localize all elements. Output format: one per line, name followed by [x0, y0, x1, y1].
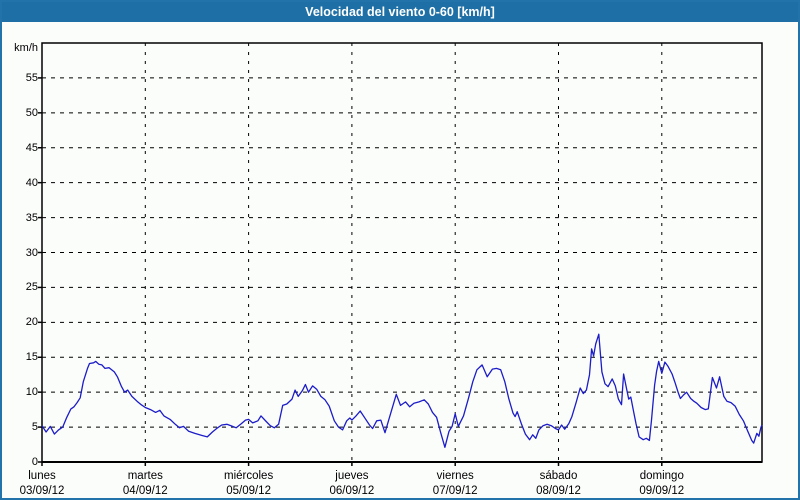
y-tick-label: 50 — [25, 106, 38, 119]
day-name: jueves — [335, 470, 369, 482]
day-date: 08/09/12 — [536, 485, 581, 497]
x-day-label: jueves 06/09/12 — [297, 469, 407, 498]
y-axis-unit-label: km/h — [14, 42, 38, 54]
title-bar: Velocidad del viento 0-60 [km/h] — [2, 2, 798, 22]
y-tick-label: 40 — [25, 176, 38, 189]
y-tick-label: 35 — [25, 211, 38, 224]
wind-speed-line — [41, 333, 763, 448]
y-tick-label: 0 — [31, 456, 38, 468]
x-day-label: martes 04/09/12 — [90, 469, 200, 498]
y-tick-label: 30 — [25, 246, 38, 259]
day-date: 05/09/12 — [226, 485, 271, 497]
y-tick-label: 25 — [25, 281, 38, 294]
y-tick-label: 55 — [25, 71, 38, 84]
day-date: 04/09/12 — [122, 485, 168, 497]
y-tick-label: 10 — [25, 386, 38, 399]
day-date: 09/09/12 — [639, 485, 685, 497]
day-name: viernes — [436, 470, 474, 482]
day-name: sábado — [539, 470, 578, 482]
x-day-label: domingo 09/09/12 — [607, 469, 717, 498]
day-date: 07/09/12 — [432, 485, 478, 497]
y-tick-label: 45 — [25, 141, 38, 154]
day-name: domingo — [639, 470, 684, 482]
day-name: lunes — [28, 470, 56, 482]
y-tick-label: 15 — [25, 351, 38, 364]
day-name: martes — [127, 470, 163, 482]
day-date: 06/09/12 — [329, 485, 375, 497]
x-day-label: viernes 07/09/12 — [400, 469, 510, 498]
day-date: 03/09/12 — [19, 485, 65, 497]
y-tick-label: 20 — [25, 316, 38, 329]
x-day-label: sábado 08/09/12 — [503, 469, 613, 498]
y-tick-label: 5 — [31, 421, 38, 434]
chart-title: Velocidad del viento 0-60 [km/h] — [305, 5, 495, 19]
x-day-label: lunes 03/09/12 — [2, 469, 97, 498]
day-name: miércoles — [223, 470, 274, 482]
x-day-label: miércoles 05/09/12 — [194, 469, 304, 498]
